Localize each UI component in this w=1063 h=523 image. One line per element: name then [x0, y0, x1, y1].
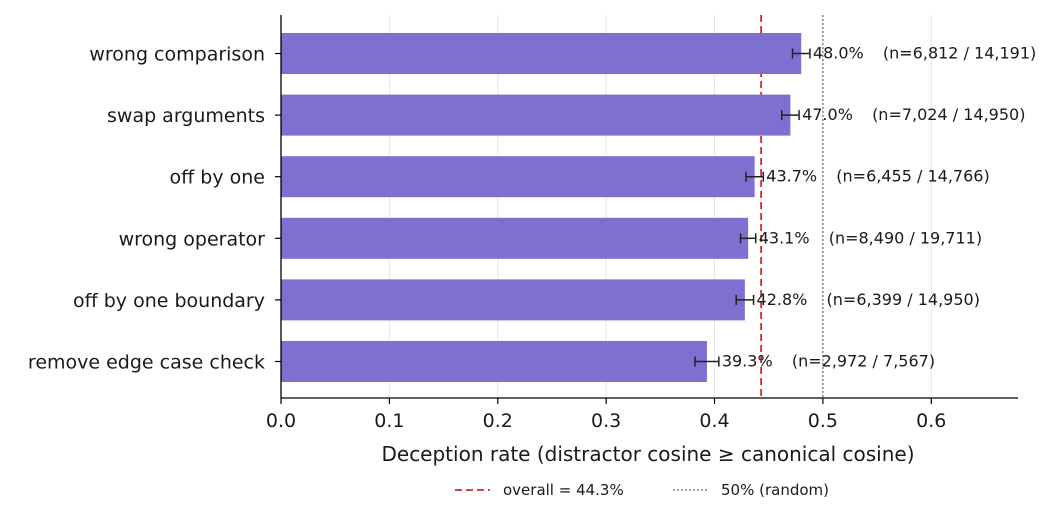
count-label: (n=8,490 / 19,711) [829, 228, 982, 247]
x-tick-label: 0.4 [699, 410, 729, 432]
bar [281, 94, 791, 136]
value-label: 42.8% [757, 290, 808, 309]
count-label: (n=6,455 / 14,766) [836, 167, 989, 186]
category-label: off by one [170, 167, 265, 189]
legend: overall = 44.3% 50% (random) [455, 481, 829, 499]
legend-random-label: 50% (random) [721, 481, 829, 499]
value-label: 47.0% [802, 105, 853, 124]
x-tick-label: 0.3 [591, 410, 621, 432]
bar [281, 156, 755, 198]
x-axis-label: Deception rate (distractor cosine ≥ cano… [381, 442, 914, 466]
count-label: (n=6,812 / 14,191) [883, 44, 1036, 63]
x-tick-label: 0.1 [374, 410, 404, 432]
count-label: (n=6,399 / 14,950) [827, 290, 980, 309]
bar [281, 217, 749, 259]
x-tick-label: 0.2 [483, 410, 513, 432]
value-label: 39.3% [722, 352, 773, 371]
category-label: off by one boundary [73, 290, 265, 312]
axes: 0.0 0.1 0.2 0.3 0.4 0.5 0.6 wrong comparison swa… [28, 15, 1018, 432]
x-tick-label: 0.6 [916, 410, 946, 432]
count-label: (n=2,972 / 7,567) [792, 352, 935, 371]
bar [281, 341, 707, 382]
bar-labels: 48.0% (n=6,812 / 14,191) 47.0% (n=7,024 / 1… [722, 44, 1036, 371]
grid-lines [280, 15, 932, 398]
error-bars [694, 48, 811, 367]
category-label: wrong comparison [89, 44, 265, 66]
value-label: 48.0% [813, 44, 864, 63]
category-label: wrong operator [119, 228, 266, 250]
bar [281, 279, 745, 321]
bars [281, 33, 802, 382]
category-label: swap arguments [107, 105, 265, 127]
x-tick-label: 0.0 [266, 410, 296, 432]
value-label: 43.1% [759, 228, 810, 247]
legend-overall-label: overall = 44.3% [503, 481, 624, 499]
bar [281, 33, 802, 74]
value-label: 43.7% [766, 167, 817, 186]
count-label: (n=7,024 / 14,950) [872, 105, 1025, 124]
x-tick-label: 0.5 [808, 410, 838, 432]
category-label: remove edge case check [28, 352, 265, 374]
reference-lines [760, 15, 824, 398]
